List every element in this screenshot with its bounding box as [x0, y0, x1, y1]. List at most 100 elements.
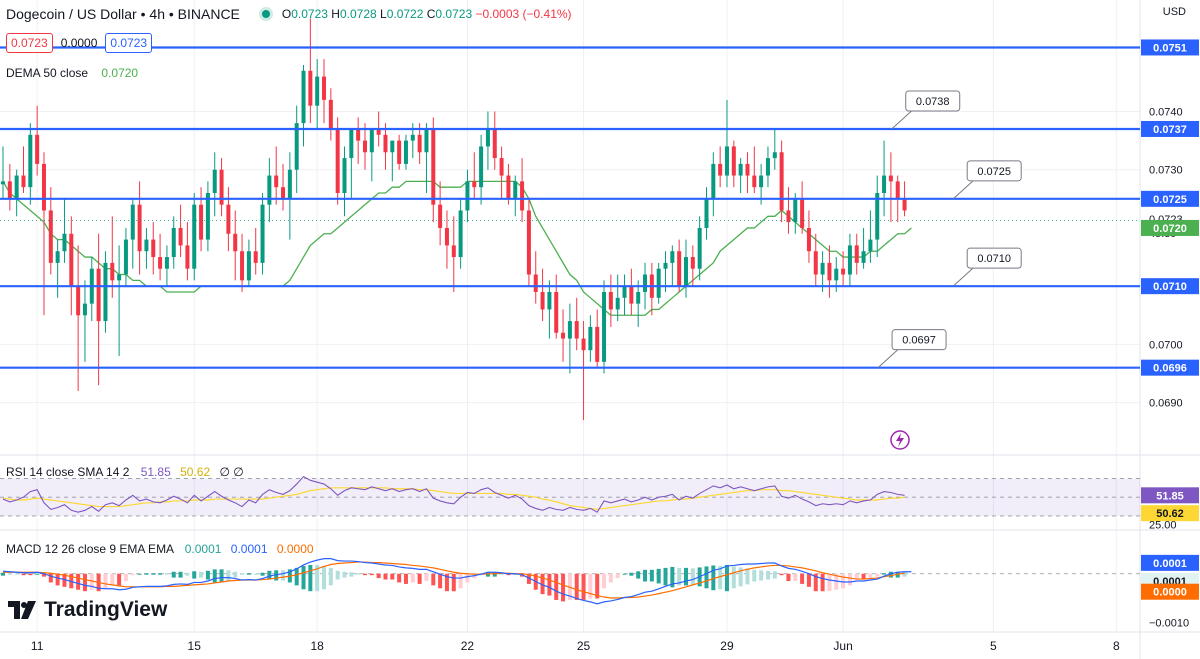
- macd-histogram-bar: [403, 573, 408, 584]
- candle: [759, 175, 764, 188]
- dema-label: DEMA 50 close: [6, 66, 89, 80]
- macd-value: 0.0001: [230, 542, 268, 556]
- level-price-tag: [1141, 359, 1199, 376]
- buy-price-button[interactable]: 0.0723: [105, 33, 153, 53]
- candle: [431, 128, 436, 205]
- macd-histogram-bar: [554, 573, 559, 600]
- macd-histogram-bar: [595, 573, 600, 599]
- callout-label: 0.0725: [977, 166, 1011, 178]
- candle: [779, 152, 784, 211]
- candle: [533, 274, 538, 292]
- candle: [895, 181, 900, 199]
- macd-histogram-bar: [117, 573, 122, 586]
- low-value: 0.0722: [386, 7, 424, 21]
- callout-label: 0.0697: [902, 335, 936, 347]
- sell-price-button[interactable]: 0.0723: [6, 33, 53, 53]
- price-tick-label: 0.0690: [1149, 398, 1183, 410]
- macd-histogram-bar: [82, 573, 87, 592]
- candle: [841, 268, 846, 275]
- macd-histogram-bar: [192, 571, 197, 579]
- candle: [342, 158, 347, 194]
- macd-histogram-bar: [779, 573, 784, 576]
- time-tick-label: 5: [990, 639, 997, 653]
- callout-label: 0.0738: [916, 96, 950, 108]
- candle: [335, 128, 340, 194]
- candle: [130, 204, 135, 240]
- candle: [123, 239, 128, 275]
- candle: [827, 262, 832, 281]
- rsi-legend[interactable]: RSI 14 close SMA 14 2 51.85 50.62 ∅ ∅: [6, 465, 244, 479]
- macd-histogram-bar: [308, 564, 313, 592]
- rsi-value-tag: [1141, 487, 1199, 504]
- macd-histogram-bar: [888, 571, 893, 578]
- macd-histogram-bar: [315, 564, 320, 592]
- level-price-label: 0.0725: [1153, 194, 1187, 206]
- symbol-title[interactable]: Dogecoin / US Dollar • 4h • BINANCE: [6, 6, 240, 22]
- macd-histogram-bar: [185, 572, 190, 576]
- candle: [171, 227, 176, 258]
- candle: [315, 76, 320, 106]
- candle: [861, 251, 866, 263]
- price-tick-label: 0.0740: [1149, 107, 1183, 119]
- candle: [670, 251, 675, 263]
- candle: [246, 251, 251, 281]
- dema-legend[interactable]: DEMA 50 close 0.0720: [6, 66, 138, 80]
- macd-histogram-bar: [7, 573, 12, 575]
- macd-histogram-bar: [806, 573, 811, 587]
- rsi-sma-tag: [1141, 505, 1199, 522]
- time-tick-label: Jun: [833, 639, 852, 653]
- candle: [492, 128, 497, 159]
- callout-label: 0.0710: [977, 253, 1011, 265]
- dema-price-label: 0.0720: [1153, 223, 1187, 235]
- candle: [663, 262, 668, 269]
- macd-histogram-bar: [48, 573, 53, 583]
- candle: [178, 227, 183, 246]
- candle: [718, 163, 723, 176]
- candle: [76, 286, 81, 316]
- macd-histogram-bar: [690, 568, 695, 585]
- tradingview-logo[interactable]: TradingView: [8, 598, 167, 622]
- macd-histogram-bar: [759, 570, 764, 581]
- candle: [103, 262, 108, 322]
- candle: [458, 210, 463, 258]
- macd-histogram-bar: [684, 567, 688, 586]
- level-price-label: 0.0737: [1153, 124, 1187, 136]
- candle: [410, 134, 415, 141]
- macd-tick-label: −0.0010: [1149, 617, 1189, 629]
- macd-histogram-bar: [458, 573, 463, 589]
- candle: [356, 128, 361, 141]
- candle: [438, 204, 443, 228]
- high-value: 0.0728: [339, 7, 377, 21]
- macd-histogram-bar: [397, 573, 402, 583]
- candle: [55, 251, 60, 263]
- rsi-value-tag-label: 51.85: [1156, 490, 1184, 502]
- level-price-tag: [1141, 190, 1199, 207]
- candle: [581, 338, 586, 351]
- candle: [595, 326, 600, 362]
- macd-histogram-bar: [765, 570, 770, 580]
- candle: [41, 163, 46, 211]
- candle: [192, 204, 197, 269]
- macd-histogram-bar: [581, 573, 586, 600]
- currency-label[interactable]: USD: [1162, 6, 1186, 18]
- macd-histogram-bar: [171, 571, 176, 578]
- macd-histogram-bar: [21, 573, 26, 576]
- level-price-tag: [1141, 120, 1199, 137]
- callout-box: [891, 329, 947, 351]
- change-value: −0.0003 (−0.41%): [475, 7, 572, 21]
- macd-legend[interactable]: MACD 12 26 close 9 EMA EMA 0.0001 0.0001…: [6, 542, 314, 556]
- candle: [185, 245, 190, 269]
- macd-histogram-bar: [677, 567, 682, 586]
- candle: [117, 274, 122, 281]
- candle: [731, 146, 736, 176]
- tradingview-logo-icon: [8, 601, 36, 619]
- rsi-sma-value: 50.62: [180, 465, 211, 479]
- macd-histogram-bar: [793, 573, 798, 581]
- candle: [526, 210, 531, 275]
- candle: [383, 134, 388, 153]
- macd-histogram-bar: [724, 564, 729, 592]
- macd-histogram-bar: [540, 573, 545, 595]
- macd-histogram-bar: [861, 573, 866, 580]
- macd-histogram-bar: [390, 573, 395, 580]
